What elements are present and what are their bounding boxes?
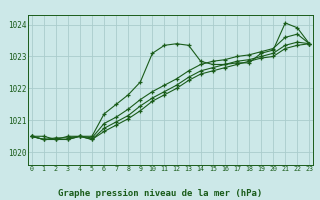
Text: Graphe pression niveau de la mer (hPa): Graphe pression niveau de la mer (hPa)	[58, 189, 262, 198]
